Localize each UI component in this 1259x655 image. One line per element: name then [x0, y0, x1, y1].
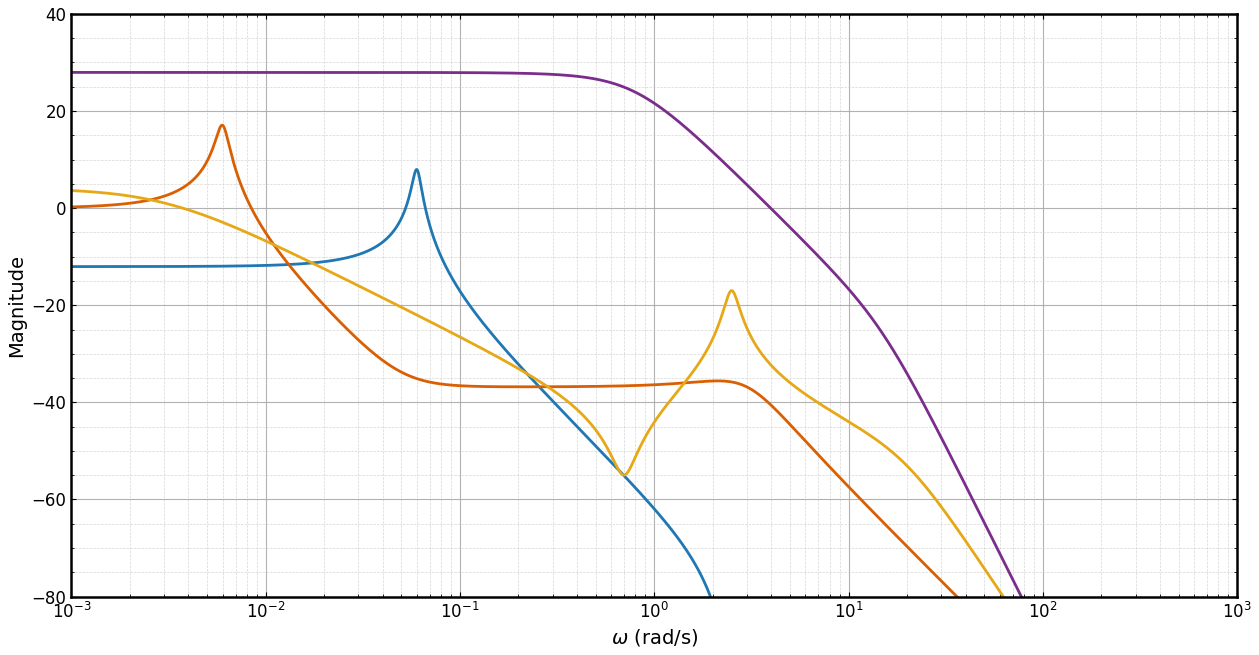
- Y-axis label: Magnitude: Magnitude: [8, 253, 26, 357]
- X-axis label: $\omega$ (rad/s): $\omega$ (rad/s): [611, 627, 697, 648]
